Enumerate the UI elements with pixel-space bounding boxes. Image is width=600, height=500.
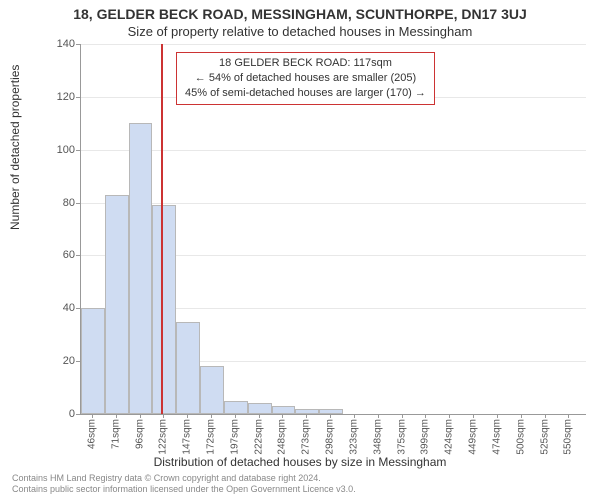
histogram-bar [248,403,272,414]
xtick-label: 197sqm [229,419,240,455]
xtick-label: 474sqm [491,419,502,455]
ytick-label: 100 [45,144,75,156]
xtick-label: 399sqm [420,419,431,455]
xtick-label: 96sqm [134,419,145,449]
xtick-label: 222sqm [253,419,264,455]
annotation-box: 18 GELDER BECK ROAD: 117sqm← 54% of deta… [176,52,435,105]
ytick-label: 20 [45,355,75,367]
footer-line1: Contains HM Land Registry data © Crown c… [12,473,356,485]
y-axis-label: Number of detached properties [8,65,22,230]
chart-subtitle: Size of property relative to detached ho… [0,22,600,39]
xtick-mark [187,414,188,418]
xtick-label: 449sqm [468,419,479,455]
xtick-mark [425,414,426,418]
xtick-mark [92,414,93,418]
xtick-label: 375sqm [396,419,407,455]
ytick-label: 0 [45,408,75,420]
xtick-mark [402,414,403,418]
histogram-bar [176,322,200,415]
xtick-mark [521,414,522,418]
ytick-mark [76,44,80,45]
footer-line2: Contains public sector information licen… [12,484,356,496]
gridline [81,203,586,204]
footer-attribution: Contains HM Land Registry data © Crown c… [12,473,356,496]
ytick-mark [76,414,80,415]
xtick-mark [235,414,236,418]
xtick-label: 525sqm [539,419,550,455]
xtick-mark [116,414,117,418]
histogram-bar [129,123,153,414]
address-title: 18, GELDER BECK ROAD, MESSINGHAM, SCUNTH… [0,0,600,22]
reference-line [161,44,163,414]
xtick-label: 298sqm [325,419,336,455]
annotation-line: 45% of semi-detached houses are larger (… [185,86,426,101]
ytick-mark [76,203,80,204]
xtick-label: 248sqm [277,419,288,455]
histogram-bar [319,409,343,414]
histogram-bar [224,401,248,414]
xtick-mark [473,414,474,418]
xtick-label: 172sqm [206,419,217,455]
xtick-label: 550sqm [563,419,574,455]
xtick-label: 424sqm [444,419,455,455]
xtick-mark [497,414,498,418]
xtick-mark [306,414,307,418]
x-axis-label: Distribution of detached houses by size … [0,455,600,469]
ytick-mark [76,255,80,256]
gridline [81,44,586,45]
annotation-line: ← 54% of detached houses are smaller (20… [185,71,426,86]
xtick-mark [330,414,331,418]
xtick-mark [163,414,164,418]
xtick-label: 46sqm [86,419,97,449]
xtick-label: 323sqm [348,419,359,455]
annotation-line: 18 GELDER BECK ROAD: 117sqm [185,56,426,71]
gridline [81,150,586,151]
ytick-label: 80 [45,197,75,209]
histogram-bar [81,308,105,414]
histogram-bar [152,205,176,414]
histogram-bar [272,406,296,414]
xtick-mark [545,414,546,418]
xtick-mark [449,414,450,418]
xtick-mark [568,414,569,418]
xtick-mark [140,414,141,418]
xtick-label: 71sqm [110,419,121,449]
ytick-mark [76,361,80,362]
chart-container: 18 GELDER BECK ROAD: 117sqm← 54% of deta… [45,44,585,444]
xtick-mark [259,414,260,418]
xtick-label: 122sqm [158,419,169,455]
ytick-mark [76,150,80,151]
xtick-mark [354,414,355,418]
histogram-bar [200,366,224,414]
ytick-label: 40 [45,302,75,314]
ytick-label: 140 [45,38,75,50]
histogram-bar [105,195,129,414]
ytick-mark [76,308,80,309]
ytick-label: 60 [45,249,75,261]
xtick-label: 147sqm [182,419,193,455]
xtick-label: 500sqm [515,419,526,455]
ytick-mark [76,97,80,98]
xtick-label: 348sqm [372,419,383,455]
xtick-label: 273sqm [301,419,312,455]
plot-area: 18 GELDER BECK ROAD: 117sqm← 54% of deta… [80,44,586,415]
xtick-mark [378,414,379,418]
ytick-label: 120 [45,91,75,103]
xtick-mark [282,414,283,418]
xtick-mark [211,414,212,418]
